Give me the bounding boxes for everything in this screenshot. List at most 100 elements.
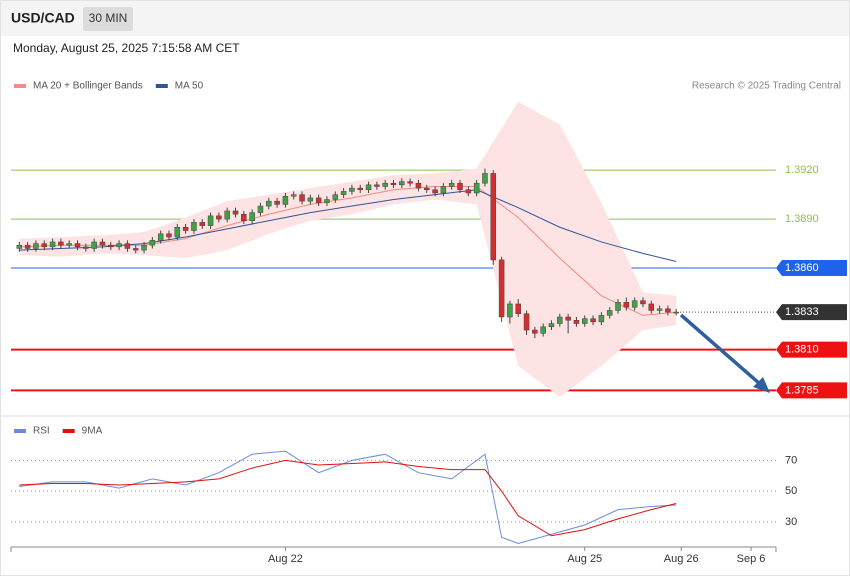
- legend-swatch: [155, 84, 168, 88]
- candle-body: [349, 187, 355, 192]
- candle-body: [58, 241, 64, 246]
- candle-body: [515, 303, 521, 314]
- candle-body: [374, 184, 380, 187]
- candle-body: [606, 310, 613, 316]
- candle-body: [656, 308, 663, 311]
- candle-body: [631, 300, 638, 308]
- candle-body: [490, 173, 497, 261]
- candle-body: [390, 182, 397, 186]
- legend-swatch: [62, 429, 75, 433]
- y-tick-label: 30: [785, 516, 797, 528]
- candle-body: [590, 318, 596, 323]
- level-label: 1.3860: [785, 262, 819, 274]
- legend-swatch: [14, 84, 26, 88]
- candle-body: [407, 181, 413, 184]
- moving-average: [19, 189, 677, 263]
- candle-body: [615, 302, 621, 311]
- candle-body: [116, 243, 122, 248]
- candle-body: [665, 308, 671, 313]
- bollinger-band: [19, 101, 677, 397]
- candle-body: [473, 182, 480, 194]
- candle-body: [16, 244, 23, 249]
- forecast-arrow: [679, 313, 770, 393]
- interval-box[interactable]: [83, 7, 133, 31]
- candle-body: [249, 212, 255, 221]
- level-tag: [776, 260, 847, 277]
- y-tick-label: 70: [785, 454, 797, 466]
- candle-body: [315, 197, 322, 204]
- candle-body: [266, 200, 272, 207]
- level-label: 1.3785: [785, 384, 819, 396]
- candle-body: [49, 241, 56, 248]
- candle-body: [523, 313, 530, 331]
- x-tick-label: Aug 25: [567, 553, 602, 565]
- arrow-shaft: [679, 313, 762, 386]
- legend-label: RSI: [33, 426, 50, 437]
- indicator-line: [19, 459, 677, 537]
- timestamp: Monday, August 25, 2025 7:15:58 AM CET: [13, 41, 240, 55]
- candle-body: [548, 323, 555, 328]
- symbol: USD/CAD: [11, 10, 75, 26]
- legend-label: 9MA: [82, 426, 103, 437]
- candle-body: [498, 259, 505, 318]
- candle-body: [174, 227, 181, 238]
- level-tag: [776, 382, 847, 399]
- candle-body: [199, 222, 205, 226]
- candle-body: [540, 326, 546, 334]
- candle-body: [232, 210, 239, 215]
- candle-body: [640, 300, 646, 305]
- arrow-head: [753, 377, 770, 393]
- x-tick-label: Aug 22: [268, 553, 303, 565]
- candle-body: [241, 213, 247, 221]
- candle-body: [149, 240, 156, 246]
- candle-body: [24, 244, 31, 249]
- level-label: 1.3833: [785, 306, 819, 318]
- candle-body: [582, 318, 588, 324]
- x-tick-label: Sep 6: [737, 553, 766, 565]
- candle-body: [166, 233, 172, 238]
- candle-body: [274, 200, 280, 205]
- candle-body: [382, 182, 388, 187]
- legend-label: MA 20 + Bollinger Bands: [33, 81, 143, 92]
- candle-body: [432, 189, 438, 194]
- level-label: 1.3920: [785, 164, 819, 176]
- candle-body: [557, 316, 563, 324]
- candle-body: [482, 173, 488, 184]
- candle-body: [648, 303, 655, 311]
- level-tag: [776, 304, 847, 321]
- candle-body: [307, 197, 314, 202]
- candle-body: [673, 311, 679, 314]
- candle-body: [124, 243, 131, 249]
- level-label: 1.3810: [785, 344, 819, 356]
- candle-body: [324, 199, 330, 204]
- candle-body: [448, 182, 455, 187]
- candle-body: [108, 244, 114, 248]
- header-bar: [1, 1, 849, 36]
- candle-body: [424, 187, 430, 190]
- candle-body: [573, 320, 580, 324]
- candle-body: [340, 191, 347, 195]
- level-tag: [776, 341, 847, 358]
- y-tick-label: 50: [785, 485, 797, 497]
- candle-body: [83, 246, 89, 249]
- candle-body: [282, 196, 289, 205]
- candle-body: [141, 244, 147, 251]
- candle-body: [415, 182, 422, 189]
- moving-average: [19, 185, 677, 316]
- legend-swatch: [14, 429, 26, 433]
- candle-body: [99, 241, 106, 246]
- candle-body: [457, 182, 463, 190]
- candle-body: [132, 248, 139, 251]
- candle-body: [365, 184, 372, 190]
- candle-body: [465, 189, 472, 194]
- candle-body: [290, 194, 297, 197]
- candle-body: [299, 194, 305, 202]
- candle-body: [565, 316, 571, 321]
- candle-body: [91, 241, 97, 249]
- candle-body: [157, 233, 164, 241]
- interval[interactable]: 30 MIN: [89, 11, 128, 25]
- candle-body: [41, 243, 48, 248]
- candle-body: [191, 222, 197, 231]
